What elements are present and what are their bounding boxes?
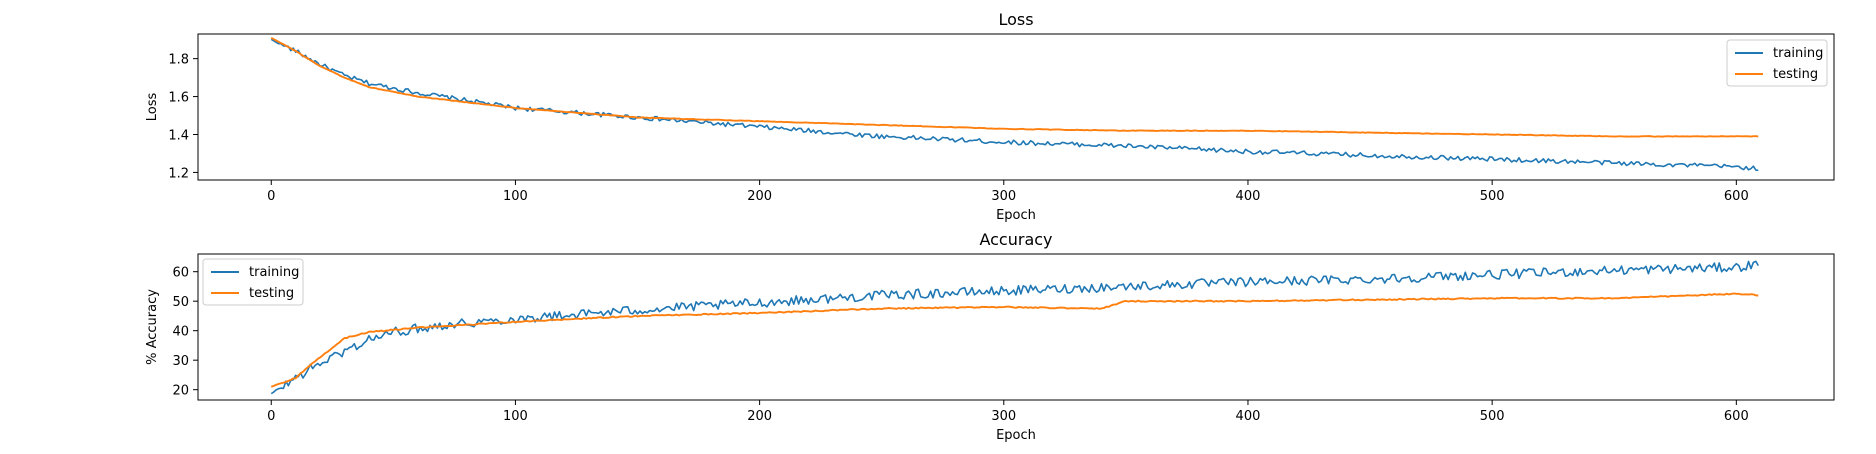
loss-legend: training testing [1726,39,1828,87]
loss-axes-frame [197,33,1835,181]
accuracy-y-ticks: 20 30 40 50 60 [172,266,198,399]
loss-legend-training-label: training [1773,46,1823,61]
loss-chart-title: Loss [998,10,1033,29]
accuracy-x-tick-label: 500 [1480,409,1505,424]
accuracy-x-ticks: 0 100 200 300 400 500 600 [267,400,1749,424]
loss-x-tick-label: 400 [1236,189,1261,204]
loss-y-tick-label: 1.6 [168,91,189,106]
accuracy-chart: Accuracy 0 100 200 300 400 500 600 2030405060 … [145,230,1835,443]
accuracy-y-tick-label: 60 [172,266,189,281]
loss-x-tick-label: 500 [1480,189,1505,204]
loss-y-tick-label: 1.4 [168,128,189,143]
accuracy-x-tick-label: 600 [1724,409,1749,424]
accuracy-x-axis-label: Epoch [996,428,1036,443]
loss-x-axis-label: Epoch [996,208,1036,223]
accuracy-legend-training-label: training [249,265,299,280]
loss-x-tick-label: 100 [503,189,528,204]
accuracy-testing-line [270,292,1759,388]
accuracy-x-tick-label: 400 [1236,409,1261,424]
loss-x-ticks: 0 100 200 300 400 500 600 [267,180,1749,204]
loss-x-tick-label: 600 [1724,189,1749,204]
loss-testing-line [270,36,1759,138]
loss-plot-area [198,34,1834,180]
accuracy-axes-frame [197,253,1835,401]
loss-legend-testing-label: testing [1773,67,1818,82]
accuracy-x-tick-label: 200 [747,409,772,424]
loss-y-tick-label: 1.2 [168,166,189,181]
loss-y-ticks: 1.2 1.4 1.6 1.8 [168,53,198,181]
accuracy-series-lines [270,260,1759,395]
accuracy-chart-title: Accuracy [979,230,1052,249]
accuracy-y-tick-label: 20 [172,384,189,399]
loss-series-lines [270,36,1759,172]
loss-y-axis-label: Loss [145,93,160,122]
accuracy-plot-area [198,254,1834,400]
accuracy-legend: training testing [202,258,304,306]
accuracy-x-tick-label: 100 [503,409,528,424]
accuracy-training-line [270,260,1759,395]
accuracy-x-tick-label: 300 [991,409,1016,424]
loss-training-line [270,38,1759,172]
accuracy-x-tick-label: 0 [267,409,275,424]
loss-x-tick-label: 200 [747,189,772,204]
loss-y-tick-label: 1.8 [168,53,189,68]
accuracy-y-tick-label: 50 [172,295,189,310]
loss-x-tick-label: 300 [991,189,1016,204]
accuracy-legend-testing-label: testing [249,286,294,301]
loss-chart: Loss 0 100 200 300 400 500 600 1.2 1.4 1.6 1.8 Ep… [145,10,1835,223]
accuracy-y-axis-label: % Accuracy [145,289,160,365]
loss-x-tick-label: 0 [267,189,275,204]
accuracy-y-tick-label: 40 [172,325,189,340]
accuracy-y-tick-label: 30 [172,354,189,369]
